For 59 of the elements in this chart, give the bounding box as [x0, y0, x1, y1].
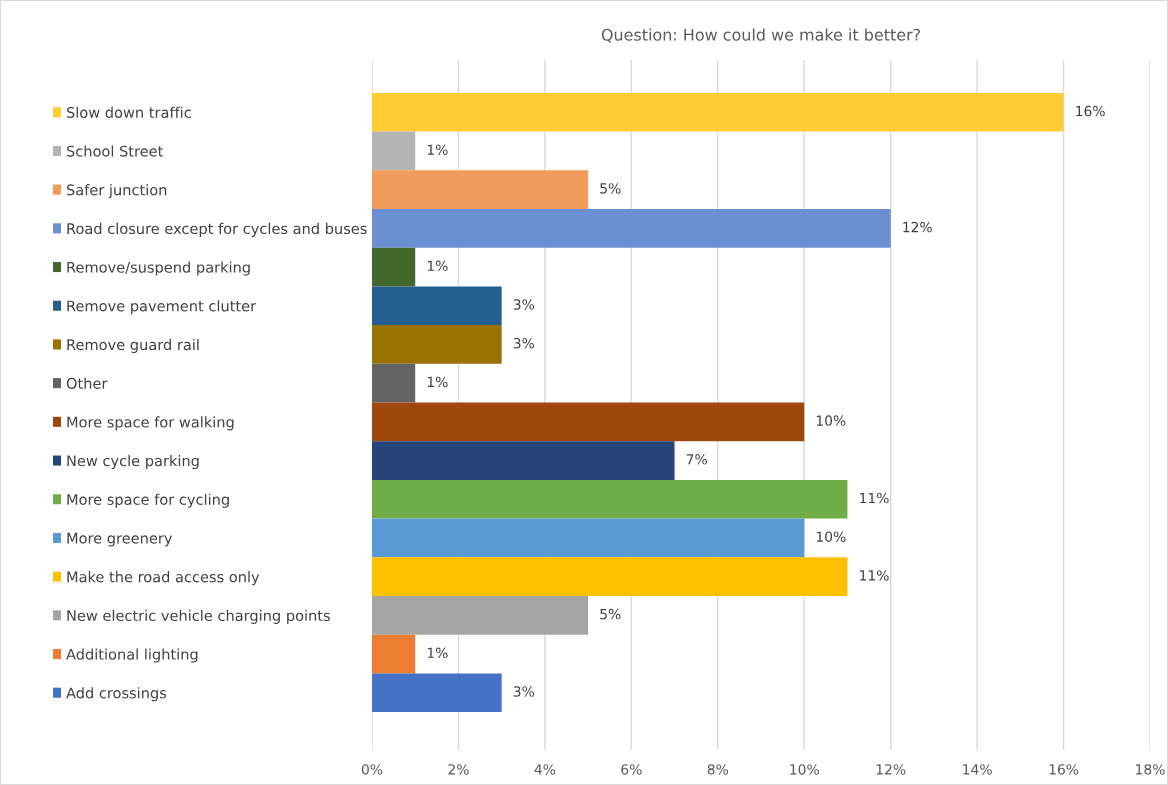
data-label: 1%	[427, 144, 448, 155]
bar	[372, 286, 502, 326]
x-tick-label: 8%	[707, 764, 729, 775]
data-label: 16%	[1076, 105, 1105, 117]
data-label: 11%	[860, 492, 889, 504]
y-tick-label: Other	[66, 377, 108, 389]
bar	[372, 634, 416, 674]
data-label: 5%	[600, 608, 621, 620]
data-label: 3%	[513, 299, 535, 310]
x-tick-label: 16%	[1049, 764, 1079, 775]
bar	[372, 595, 589, 635]
bar	[372, 208, 891, 248]
y-tick-label: More space for walking	[67, 416, 234, 431]
bar	[372, 325, 502, 364]
y-tick-label: Safer junction	[66, 184, 167, 199]
chart-title: Question: How could we make it better?	[601, 28, 920, 43]
y-tick-label: More greenery	[67, 532, 173, 547]
data-label: 1%	[427, 260, 448, 272]
y-tick-label: Add crossings	[66, 687, 167, 702]
y-tick-label: School Street	[66, 145, 164, 157]
data-label: 11%	[860, 570, 889, 581]
y-tick-label: Remove guard rail	[67, 338, 199, 354]
y-tick-label: Remove pavement clutter	[67, 300, 257, 315]
bar	[372, 402, 805, 442]
data-label: 5%	[600, 183, 621, 194]
bar	[372, 92, 1064, 132]
y-tick-label: Road closure except for cycles and buses	[67, 222, 367, 237]
x-tick-label: 4%	[534, 764, 556, 775]
data-label: 10%	[816, 531, 846, 542]
y-tick-label: New cycle parking	[67, 454, 199, 470]
data-label: 10%	[816, 415, 846, 426]
bar	[372, 673, 502, 713]
bar	[372, 518, 805, 558]
x-tick-label: 2%	[448, 764, 469, 775]
data-label: 3%	[513, 686, 535, 697]
bar	[372, 247, 416, 287]
data-label: 3%	[513, 337, 535, 349]
x-tick-label: 18%	[1136, 764, 1165, 775]
x-tick-label: 6%	[621, 764, 642, 775]
bar	[372, 441, 675, 480]
data-label: 1%	[427, 647, 448, 659]
bar	[372, 363, 416, 403]
bar	[372, 557, 848, 596]
bar	[372, 131, 416, 171]
y-tick-label: Slow down traffic	[66, 106, 191, 118]
x-tick-label: 0%	[361, 764, 383, 775]
bar	[372, 479, 848, 519]
y-tick-label: More space for cycling	[67, 493, 229, 508]
data-label: 1%	[427, 376, 448, 388]
x-tick-label: 12%	[876, 764, 906, 775]
data-label: 12%	[903, 221, 932, 233]
y-tick-label: Additional lighting	[66, 648, 198, 663]
bar	[372, 170, 589, 209]
data-label: 7%	[686, 454, 707, 465]
y-tick-label: New electric vehicle charging points	[67, 609, 330, 624]
y-tick-label: Make the road access only	[67, 571, 260, 586]
y-tick-label: Remove/suspend parking	[67, 261, 250, 276]
x-tick-label: 10%	[790, 764, 819, 775]
x-tick-label: 14%	[963, 764, 992, 775]
